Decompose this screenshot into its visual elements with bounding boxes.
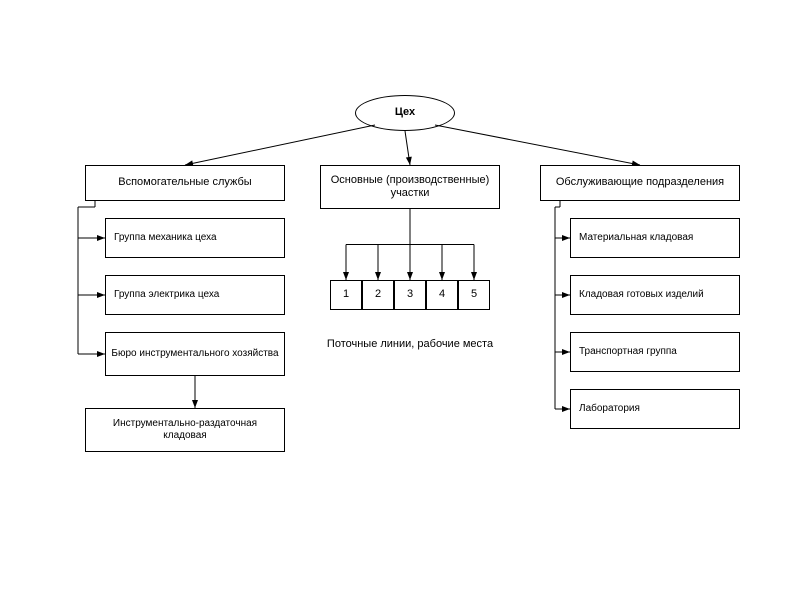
left-item-label: Бюро инструментального хозяйства — [111, 348, 278, 360]
cell-label: 2 — [375, 288, 381, 301]
center-caption-text: Поточные линии, рабочие места — [327, 338, 493, 350]
left-item-label: Группа механика цеха — [114, 232, 217, 244]
center-caption: Поточные линии, рабочие места — [320, 338, 500, 350]
right-item: Кладовая готовых изделий — [570, 275, 740, 315]
left-tail-label: Инструментально-раздаточная кладовая — [90, 418, 280, 442]
cell-label: 4 — [439, 288, 445, 301]
left-tail: Инструментально-раздаточная кладовая — [85, 408, 285, 452]
right-item-label: Транспортная группа — [579, 346, 677, 358]
center-header-label: Основные (производственные) участки — [325, 174, 495, 200]
left-item: Группа механика цеха — [105, 218, 285, 258]
right-item-label: Кладовая готовых изделий — [579, 289, 704, 301]
root-node: Цех — [355, 95, 455, 131]
left-item: Бюро инструментального хозяйства — [105, 332, 285, 376]
cell: 3 — [394, 280, 426, 310]
left-item-label: Группа электрика цеха — [114, 289, 219, 301]
cell-label: 1 — [343, 288, 349, 301]
root-label: Цех — [395, 106, 415, 119]
right-item-label: Лаборатория — [579, 403, 640, 415]
left-header-label: Вспомогательные службы — [118, 176, 251, 189]
cell-label: 3 — [407, 288, 413, 301]
left-header: Вспомогательные службы — [85, 165, 285, 201]
right-item: Транспортная группа — [570, 332, 740, 372]
cell: 2 — [362, 280, 394, 310]
right-header: Обслуживающие подразделения — [540, 165, 740, 201]
right-item: Лаборатория — [570, 389, 740, 429]
cell: 1 — [330, 280, 362, 310]
right-header-label: Обслуживающие подразделения — [556, 176, 724, 189]
cell-label: 5 — [471, 288, 477, 301]
right-item: Материальная кладовая — [570, 218, 740, 258]
diagram-stage: { "diagram": { "type": "tree", "backgrou… — [0, 0, 800, 600]
right-item-label: Материальная кладовая — [579, 232, 693, 244]
cell: 4 — [426, 280, 458, 310]
center-header: Основные (производственные) участки — [320, 165, 500, 209]
cell: 5 — [458, 280, 490, 310]
left-item: Группа электрика цеха — [105, 275, 285, 315]
